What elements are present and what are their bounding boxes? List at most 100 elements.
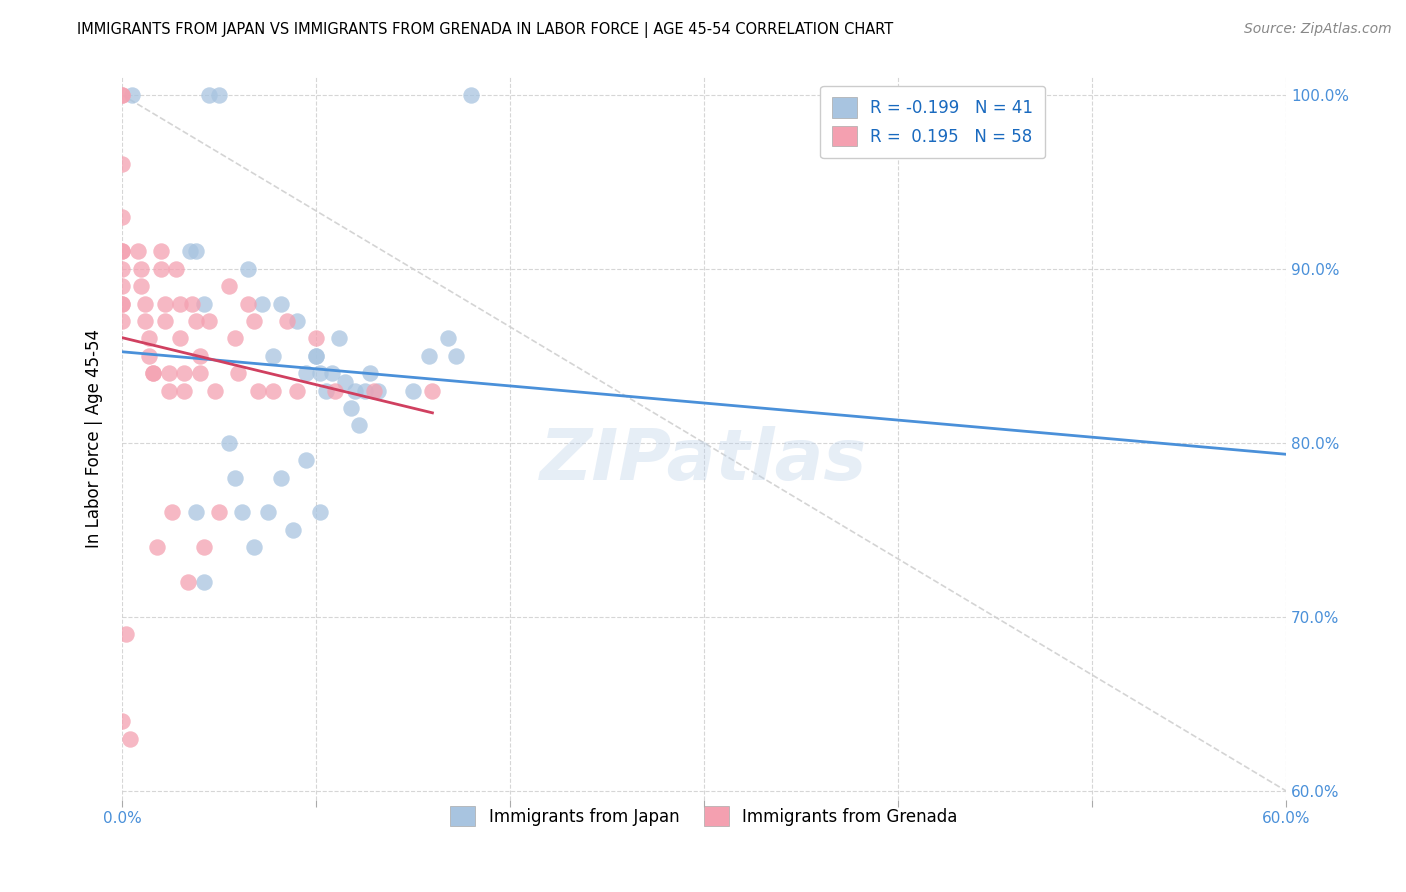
Point [218, 279, 240, 293]
Point [228, 366, 250, 380]
Point [460, 87, 482, 102]
Point [153, 296, 176, 310]
Point [142, 366, 165, 380]
Point [111, 296, 134, 310]
Point [134, 296, 156, 310]
Point [177, 574, 200, 589]
Point [262, 384, 284, 398]
Point [111, 210, 134, 224]
Point [295, 366, 318, 380]
Point [121, 87, 143, 102]
Point [309, 366, 332, 380]
Point [231, 505, 253, 519]
Point [309, 505, 332, 519]
Point [204, 384, 226, 398]
Point [347, 418, 370, 433]
Point [111, 87, 134, 102]
Point [184, 314, 207, 328]
Point [111, 87, 134, 102]
Point [111, 157, 134, 171]
Point [173, 384, 195, 398]
Point [246, 384, 269, 398]
Point [295, 453, 318, 467]
Point [131, 261, 153, 276]
Point [115, 627, 138, 641]
Point [367, 384, 389, 398]
Point [111, 261, 134, 276]
Point [165, 261, 187, 276]
Point [359, 366, 381, 380]
Point [285, 314, 308, 328]
Point [173, 366, 195, 380]
Point [418, 349, 440, 363]
Point [224, 470, 246, 484]
Point [153, 314, 176, 328]
Point [179, 244, 201, 259]
Point [236, 261, 259, 276]
Point [363, 384, 385, 398]
Point [208, 87, 231, 102]
Point [149, 244, 172, 259]
Point [437, 331, 460, 345]
Point [111, 244, 134, 259]
Point [138, 331, 160, 345]
Point [208, 505, 231, 519]
Point [236, 296, 259, 310]
Point [402, 384, 425, 398]
Point [111, 296, 134, 310]
Point [276, 314, 298, 328]
Point [285, 384, 308, 398]
Point [325, 384, 347, 398]
Point [118, 731, 141, 746]
Point [305, 349, 328, 363]
Point [111, 279, 134, 293]
Point [180, 296, 202, 310]
Point [256, 505, 278, 519]
Point [343, 384, 366, 398]
Point [422, 384, 444, 398]
Point [111, 714, 134, 729]
Point [243, 314, 266, 328]
Point [305, 331, 328, 345]
Point [184, 505, 207, 519]
Text: IMMIGRANTS FROM JAPAN VS IMMIGRANTS FROM GRENADA IN LABOR FORCE | AGE 45-54 CORR: IMMIGRANTS FROM JAPAN VS IMMIGRANTS FROM… [77, 22, 894, 38]
Y-axis label: In Labor Force | Age 45-54: In Labor Force | Age 45-54 [86, 329, 103, 548]
Point [111, 314, 134, 328]
Point [127, 244, 149, 259]
Point [250, 296, 273, 310]
Point [131, 279, 153, 293]
Point [270, 296, 292, 310]
Point [315, 384, 337, 398]
Point [157, 384, 180, 398]
Legend: Immigrants from Japan, Immigrants from Grenada: Immigrants from Japan, Immigrants from G… [441, 797, 966, 835]
Point [198, 87, 221, 102]
Point [281, 523, 304, 537]
Point [157, 366, 180, 380]
Point [134, 314, 156, 328]
Point [193, 540, 215, 554]
Point [333, 375, 356, 389]
Text: Source: ZipAtlas.com: Source: ZipAtlas.com [1244, 22, 1392, 37]
Point [184, 244, 207, 259]
Point [193, 296, 215, 310]
Point [188, 349, 211, 363]
Point [353, 384, 375, 398]
Point [340, 401, 363, 415]
Point [162, 505, 184, 519]
Point [142, 366, 165, 380]
Point [169, 296, 191, 310]
Point [262, 349, 284, 363]
Point [444, 349, 467, 363]
Point [149, 261, 172, 276]
Point [218, 435, 240, 450]
Point [198, 314, 221, 328]
Point [321, 366, 343, 380]
Point [243, 540, 266, 554]
Point [188, 366, 211, 380]
Point [111, 244, 134, 259]
Point [146, 540, 169, 554]
Point [305, 349, 328, 363]
Point [169, 331, 191, 345]
Point [193, 574, 215, 589]
Point [270, 470, 292, 484]
